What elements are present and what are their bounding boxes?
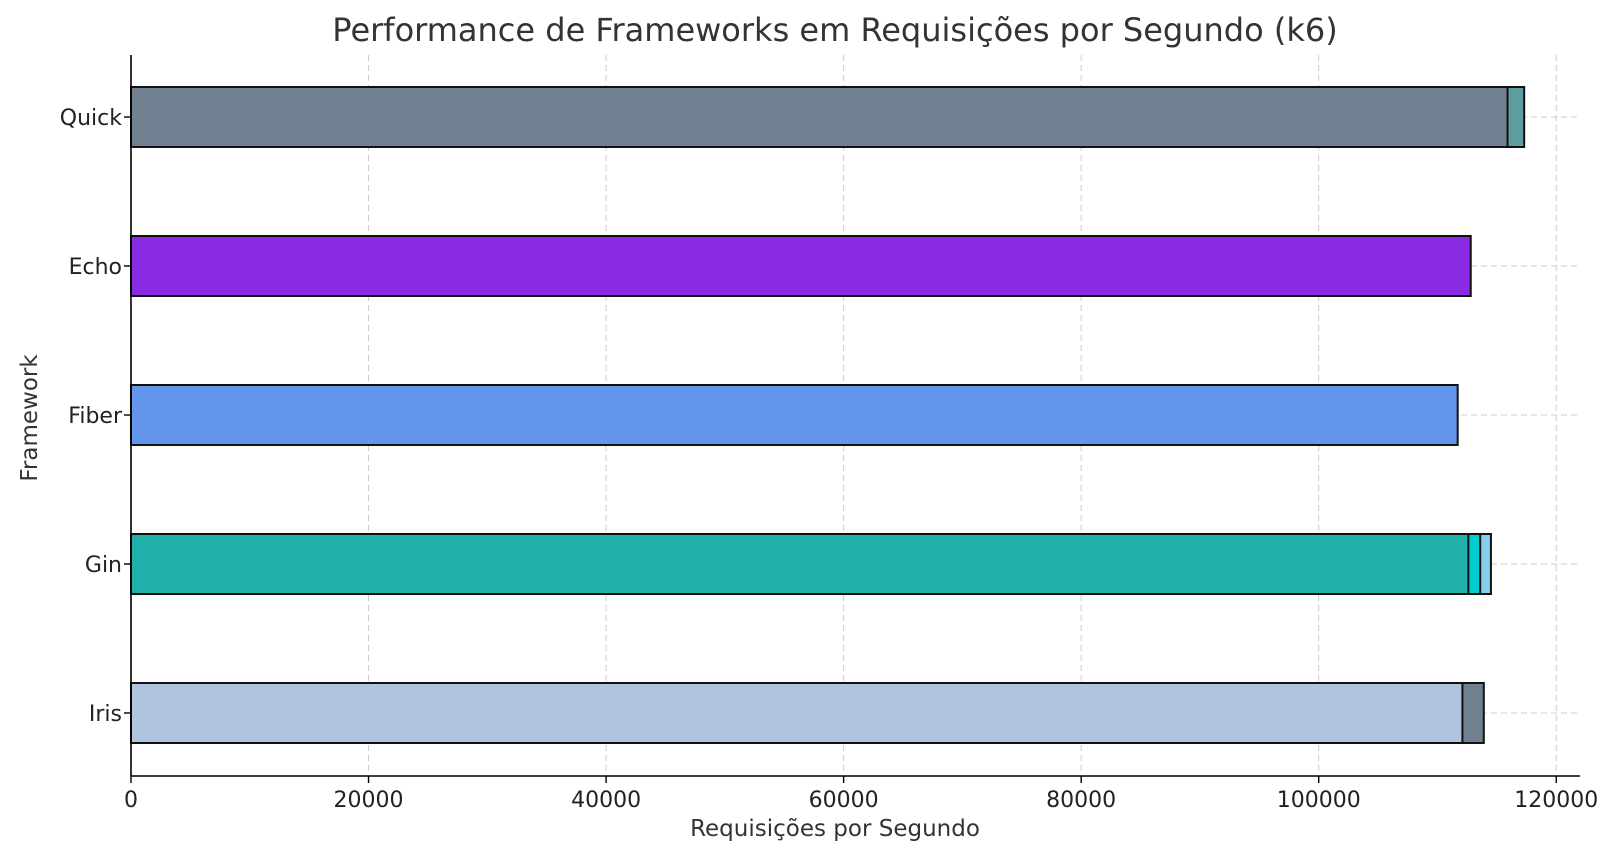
- y-axis-label: Framework: [17, 354, 43, 482]
- x-tick-label: 20000: [334, 788, 404, 813]
- bar-gin: [130, 533, 1470, 595]
- y-tick-label: Echo: [69, 255, 122, 280]
- bar-quick: [130, 86, 1509, 148]
- x-tick-label: 120000: [1514, 788, 1598, 813]
- y-tick-label: Iris: [89, 702, 122, 727]
- bar-fiber: [130, 384, 1459, 446]
- x-tick-label: 40000: [571, 788, 641, 813]
- x-tick-label: 100000: [1277, 788, 1361, 813]
- y-tick-label: Fiber: [68, 404, 123, 429]
- axes: [124, 55, 1580, 783]
- bar-echo: [130, 235, 1472, 297]
- bar-iris: [130, 682, 1464, 744]
- x-tick-label: 60000: [809, 788, 879, 813]
- x-axis-label: Requisições por Segundo: [690, 816, 980, 842]
- chart-title: Performance de Frameworks em Requisições…: [332, 11, 1337, 49]
- y-tick-label: Quick: [60, 106, 122, 131]
- y-tick-label: Gin: [85, 553, 122, 578]
- tick-labels: 0 20000 40000 60000 80000 100000 120000 Quick Ec…: [60, 106, 1598, 813]
- x-tick-label: 0: [124, 788, 138, 813]
- bars-group: [130, 86, 1526, 744]
- x-tick-label: 80000: [1046, 788, 1116, 813]
